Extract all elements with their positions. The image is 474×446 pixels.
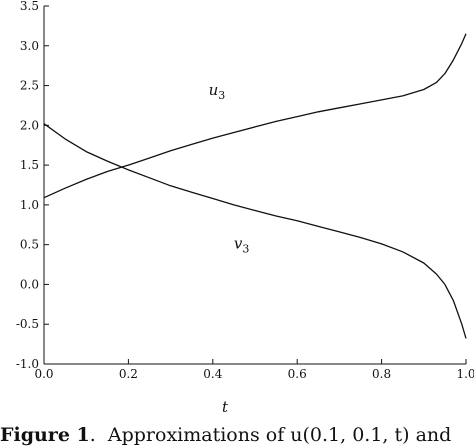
- y-tick-label: 1.5: [20, 158, 39, 172]
- x-tick-label: 1.0: [456, 367, 474, 381]
- caption-label: Figure 1: [0, 424, 90, 446]
- y-tick-label: -1.0: [16, 357, 39, 371]
- x-tick-label: 0.4: [203, 367, 222, 381]
- y-tick-label: 1.0: [20, 198, 39, 212]
- y-tick-label: 3.0: [20, 39, 39, 53]
- series-line-v3: [43, 123, 467, 339]
- x-tick-label: 0.2: [119, 367, 138, 381]
- chart-axes: [43, 6, 466, 365]
- chart-series: [43, 33, 467, 339]
- caption-text: Approximations of u(0.1, 0.1, t) and: [107, 424, 452, 446]
- y-tick-label: 0.5: [20, 238, 39, 252]
- x-tick-label: 0.8: [372, 367, 391, 381]
- y-tick-label: -0.5: [16, 317, 39, 331]
- y-tick-label: 3.5: [20, 0, 39, 13]
- x-tick-label: 0.6: [288, 367, 307, 381]
- chart-annotations: u3 v3: [209, 81, 250, 256]
- y-tick-label: 2.5: [20, 79, 39, 93]
- x-tick-label: 0.0: [34, 367, 53, 381]
- series-label-u3: u3: [209, 81, 226, 102]
- series-label-v3: v3: [234, 235, 249, 256]
- series-line-u3: [43, 33, 467, 199]
- x-axis-label: t: [222, 398, 229, 416]
- y-tick-label: 0.0: [20, 277, 39, 291]
- figure-caption: Figure 1. Approximations of u(0.1, 0.1, …: [0, 424, 452, 446]
- y-tick-label: 2.0: [20, 118, 39, 132]
- chart-ticks: 0.0 0.2 0.4 0.6 0.8 1.0 -1.0 -0.5 0.0 0.5 1.0 1.5 2.…: [16, 0, 474, 381]
